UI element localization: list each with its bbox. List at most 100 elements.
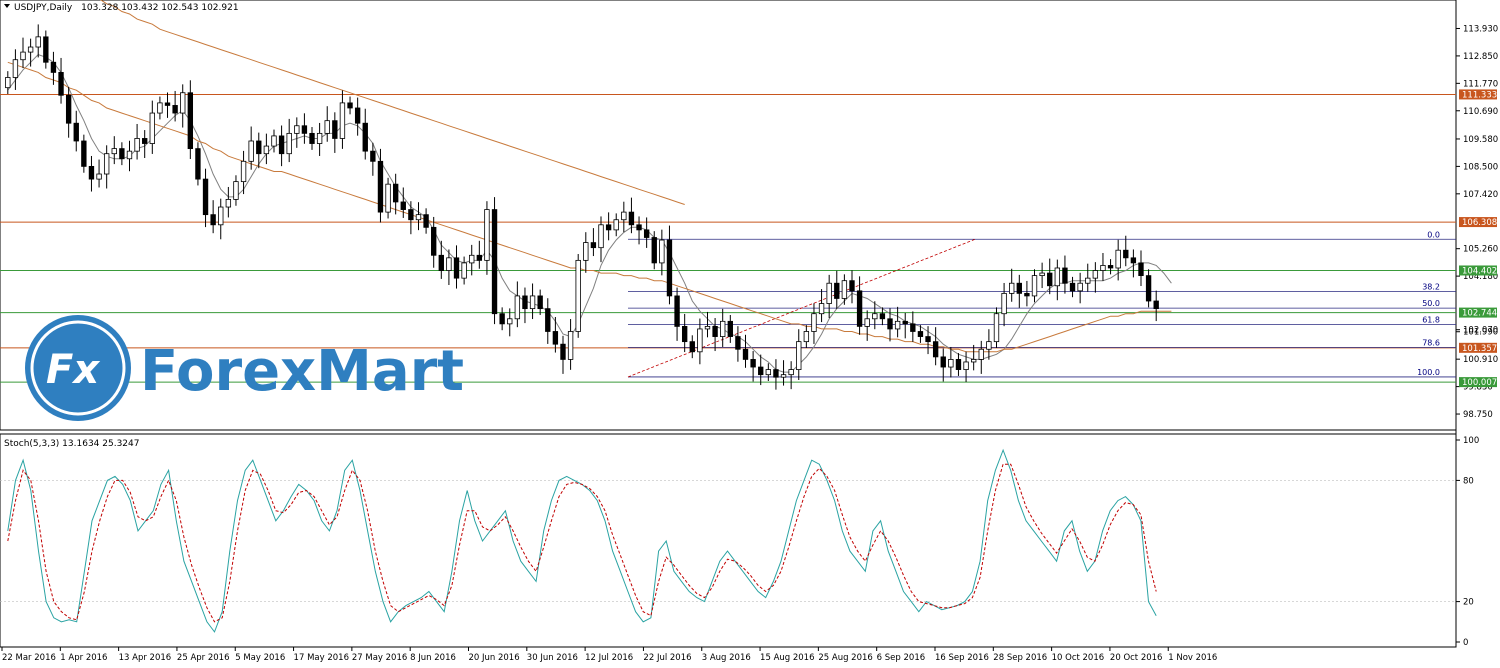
fib-trendline[interactable] bbox=[627, 238, 976, 378]
candle-140[interactable] bbox=[1069, 282, 1076, 292]
candle-1[interactable] bbox=[12, 59, 19, 78]
candle-63[interactable] bbox=[484, 209, 490, 261]
candle-47[interactable] bbox=[362, 122, 368, 152]
candle-29[interactable] bbox=[225, 199, 232, 208]
candle-100[interactable] bbox=[765, 369, 772, 376]
candle-149[interactable] bbox=[1138, 262, 1144, 277]
candle-127[interactable] bbox=[970, 359, 977, 363]
candle-9[interactable] bbox=[73, 122, 79, 142]
candle-30[interactable] bbox=[233, 181, 239, 200]
candle-81[interactable] bbox=[621, 211, 627, 221]
candle-93[interactable] bbox=[712, 326, 718, 337]
candle-129[interactable] bbox=[986, 341, 992, 350]
candle-27[interactable] bbox=[210, 214, 216, 226]
candle-8[interactable] bbox=[65, 94, 72, 124]
candle-101[interactable] bbox=[773, 369, 779, 378]
candle-139[interactable] bbox=[1062, 267, 1068, 284]
candle-98[interactable] bbox=[750, 359, 756, 368]
candle-45[interactable] bbox=[347, 102, 353, 109]
candle-137[interactable] bbox=[1047, 272, 1053, 287]
candle-12[interactable] bbox=[96, 173, 102, 180]
candle-11[interactable] bbox=[88, 165, 95, 180]
candle-123[interactable] bbox=[940, 356, 946, 368]
candle-99[interactable] bbox=[758, 366, 764, 376]
candle-59[interactable] bbox=[453, 257, 460, 279]
candle-150[interactable] bbox=[1145, 275, 1152, 302]
candle-28[interactable] bbox=[218, 206, 224, 226]
candle-16[interactable] bbox=[126, 150, 133, 160]
candle-80[interactable] bbox=[613, 219, 619, 231]
candle-72[interactable] bbox=[552, 331, 559, 345]
candle-151[interactable] bbox=[1153, 300, 1159, 310]
candle-2[interactable] bbox=[20, 51, 26, 61]
candle-130[interactable] bbox=[993, 313, 1000, 343]
candle-44[interactable] bbox=[339, 102, 346, 139]
candle-33[interactable] bbox=[256, 140, 262, 155]
candle-70[interactable] bbox=[537, 295, 543, 310]
candle-73[interactable] bbox=[560, 343, 566, 360]
candle-116[interactable] bbox=[887, 318, 893, 330]
candle-52[interactable] bbox=[400, 201, 406, 210]
candle-62[interactable] bbox=[476, 254, 483, 261]
candle-104[interactable] bbox=[796, 341, 802, 370]
candle-90[interactable] bbox=[689, 341, 695, 353]
candle-10[interactable] bbox=[81, 140, 87, 167]
candle-20[interactable] bbox=[157, 102, 163, 114]
candle-108[interactable] bbox=[826, 282, 832, 304]
candle-39[interactable] bbox=[301, 125, 308, 134]
candle-26[interactable] bbox=[202, 178, 209, 216]
candle-118[interactable] bbox=[902, 320, 908, 325]
candle-58[interactable] bbox=[446, 257, 452, 271]
candle-91[interactable] bbox=[697, 328, 703, 353]
candle-67[interactable] bbox=[514, 295, 521, 320]
candle-85[interactable] bbox=[651, 237, 657, 264]
candle-19[interactable] bbox=[149, 112, 155, 144]
candle-124[interactable] bbox=[948, 359, 954, 368]
candle-143[interactable] bbox=[1092, 270, 1099, 279]
candle-136[interactable] bbox=[1039, 272, 1045, 277]
candle-36[interactable] bbox=[278, 135, 285, 155]
candle-115[interactable] bbox=[879, 313, 886, 320]
candle-69[interactable] bbox=[529, 295, 536, 310]
candle-88[interactable] bbox=[674, 295, 680, 327]
candle-106[interactable] bbox=[811, 313, 817, 332]
candle-22[interactable] bbox=[172, 105, 178, 114]
candle-25[interactable] bbox=[195, 148, 201, 180]
candle-57[interactable] bbox=[438, 254, 444, 271]
candle-114[interactable] bbox=[872, 313, 878, 320]
candle-46[interactable] bbox=[354, 107, 361, 124]
candle-66[interactable] bbox=[507, 318, 513, 325]
candle-42[interactable] bbox=[324, 120, 330, 134]
candle-125[interactable] bbox=[955, 359, 962, 370]
candle-71[interactable] bbox=[545, 308, 551, 332]
candle-144[interactable] bbox=[1100, 265, 1106, 271]
candle-78[interactable] bbox=[598, 224, 604, 249]
candle-60[interactable] bbox=[461, 262, 467, 279]
candle-14[interactable] bbox=[111, 148, 117, 155]
candle-103[interactable] bbox=[788, 369, 794, 376]
candle-119[interactable] bbox=[910, 323, 916, 332]
candle-111[interactable] bbox=[849, 280, 855, 292]
candle-138[interactable] bbox=[1054, 267, 1061, 287]
symbol-dropdown-icon[interactable] bbox=[4, 4, 10, 8]
candle-126[interactable] bbox=[963, 361, 969, 370]
candle-4[interactable] bbox=[35, 36, 41, 48]
candle-132[interactable] bbox=[1009, 282, 1015, 294]
candle-13[interactable] bbox=[103, 153, 110, 175]
candle-51[interactable] bbox=[392, 183, 399, 203]
candle-56[interactable] bbox=[431, 226, 437, 256]
candle-34[interactable] bbox=[263, 145, 270, 155]
candle-6[interactable] bbox=[50, 61, 57, 73]
candle-77[interactable] bbox=[590, 242, 597, 249]
candle-31[interactable] bbox=[240, 160, 247, 183]
candle-122[interactable] bbox=[932, 341, 939, 358]
candle-97[interactable] bbox=[742, 348, 749, 360]
candle-89[interactable] bbox=[681, 326, 688, 343]
candle-110[interactable] bbox=[841, 280, 848, 299]
candle-92[interactable] bbox=[704, 326, 711, 330]
candle-68[interactable] bbox=[522, 295, 528, 310]
candle-147[interactable] bbox=[1123, 249, 1129, 259]
candle-148[interactable] bbox=[1130, 257, 1137, 264]
candle-76[interactable] bbox=[583, 242, 589, 261]
candle-145[interactable] bbox=[1107, 265, 1114, 269]
